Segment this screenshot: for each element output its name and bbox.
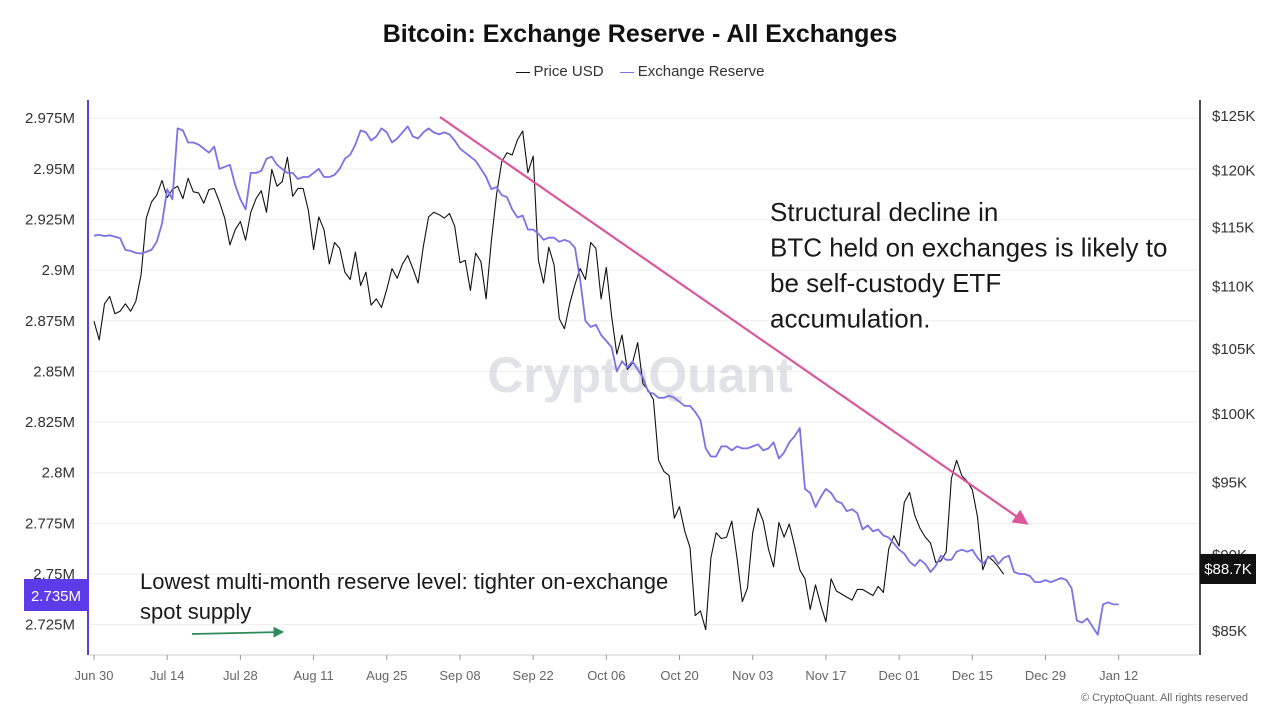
trend-annotation-line: accumulation. — [770, 304, 930, 334]
reserve-value-label: 2.735M — [31, 588, 81, 605]
exchange-reserve-line — [93, 125, 1119, 636]
x-tick-label: Aug 25 — [366, 668, 407, 683]
left-tick-label: 2.725M — [25, 617, 75, 634]
left-tick-label: 2.825M — [25, 414, 75, 431]
legend-label-reserve: Exchange Reserve — [637, 63, 765, 80]
trend-annotation-line: BTC held on exchanges is likely to — [770, 233, 1167, 263]
x-tick-label: Dec 15 — [952, 668, 993, 683]
chart-legend: Price USD Exchange Reserve — [0, 63, 1280, 80]
x-tick-label: Oct 20 — [660, 668, 698, 683]
x-tick-label: Aug 11 — [293, 668, 333, 683]
right-tick-label: $105K — [1212, 341, 1255, 358]
legend-swatch-reserve — [619, 71, 634, 73]
x-tick-label: Sep 08 — [439, 668, 480, 683]
price-value-badge — [1200, 554, 1256, 584]
left-tick-label: 2.775M — [25, 515, 75, 532]
left-tick-label: 2.8M — [42, 465, 75, 482]
left-tick-label: 2.9M — [42, 262, 75, 279]
legend-item-reserve[interactable]: Exchange Reserve — [619, 63, 765, 80]
x-tick-label: Nov 17 — [805, 668, 846, 683]
left-tick-label: 2.95M — [33, 161, 75, 178]
right-tick-label: $110K — [1212, 279, 1254, 296]
series-group — [93, 125, 1119, 636]
left-tick-label: 2.75M — [33, 566, 75, 583]
right-tick-label: $120K — [1212, 162, 1255, 179]
trend-annotation-line: be self-custody ETF — [770, 268, 1001, 298]
trend-decline-arrow — [439, 116, 1029, 525]
x-axis-ticks: Jun 30 Jul 14 Jul 28 Aug 11 Aug 25 Sep 08 Sep … — [74, 655, 1138, 683]
legend-label-price: Price USD — [533, 63, 604, 80]
trend-annotation-line: Structural decline in — [770, 197, 998, 227]
grid-lines — [90, 117, 1198, 626]
x-tick-label: Dec 29 — [1025, 668, 1066, 683]
left-tick-label: 2.925M — [25, 212, 75, 229]
legend-swatch-price — [515, 71, 530, 73]
reserve-value-badge — [24, 579, 88, 611]
x-tick-label: Oct 06 — [587, 668, 625, 683]
annotations: Structural decline in BTC held on exchang… — [140, 116, 1167, 638]
left-tick-label: 2.875M — [25, 313, 75, 330]
x-tick-label: Sep 22 — [513, 668, 554, 683]
left-axis-ticks: 2.975M 2.95M 2.925M 2.9M 2.875M 2.85M 2.825M 2.… — [25, 110, 75, 633]
copyright-text: © CryptoQuant. All rights reserved — [1080, 692, 1248, 704]
x-tick-label: Nov 03 — [732, 668, 773, 683]
price-usd-line — [93, 130, 1005, 631]
price-value-label: $88.7K — [1204, 561, 1252, 578]
x-tick-label: Dec 01 — [879, 668, 920, 683]
support-annotation-line: Lowest multi-month reserve level: tighte… — [140, 569, 668, 594]
right-tick-label: $115K — [1212, 219, 1254, 236]
x-tick-label: Jul 28 — [223, 668, 258, 683]
legend-item-price[interactable]: Price USD — [515, 63, 604, 80]
watermark: CryptoQuant — [487, 347, 793, 403]
value-badges: 2.735M $88.7K — [24, 554, 1256, 611]
left-tick-label: 2.85M — [33, 363, 75, 380]
right-axis-ticks: $125K$120K$115K$110K$105K$100K$95K$90K$8… — [1212, 108, 1255, 640]
x-tick-label: Jul 14 — [150, 668, 185, 683]
right-tick-label: $85K — [1212, 623, 1247, 640]
right-tick-label: $95K — [1212, 475, 1247, 492]
chart-title: Bitcoin: Exchange Reserve - All Exchange… — [382, 20, 898, 48]
support-arrow — [191, 626, 285, 638]
support-annotation-line: spot supply — [140, 599, 251, 624]
right-tick-label: $125K — [1212, 108, 1255, 125]
right-tick-label: $100K — [1212, 406, 1255, 423]
left-tick-label: 2.975M — [25, 110, 75, 127]
x-tick-label: Jun 30 — [74, 668, 113, 683]
x-tick-label: Jan 12 — [1099, 668, 1138, 683]
